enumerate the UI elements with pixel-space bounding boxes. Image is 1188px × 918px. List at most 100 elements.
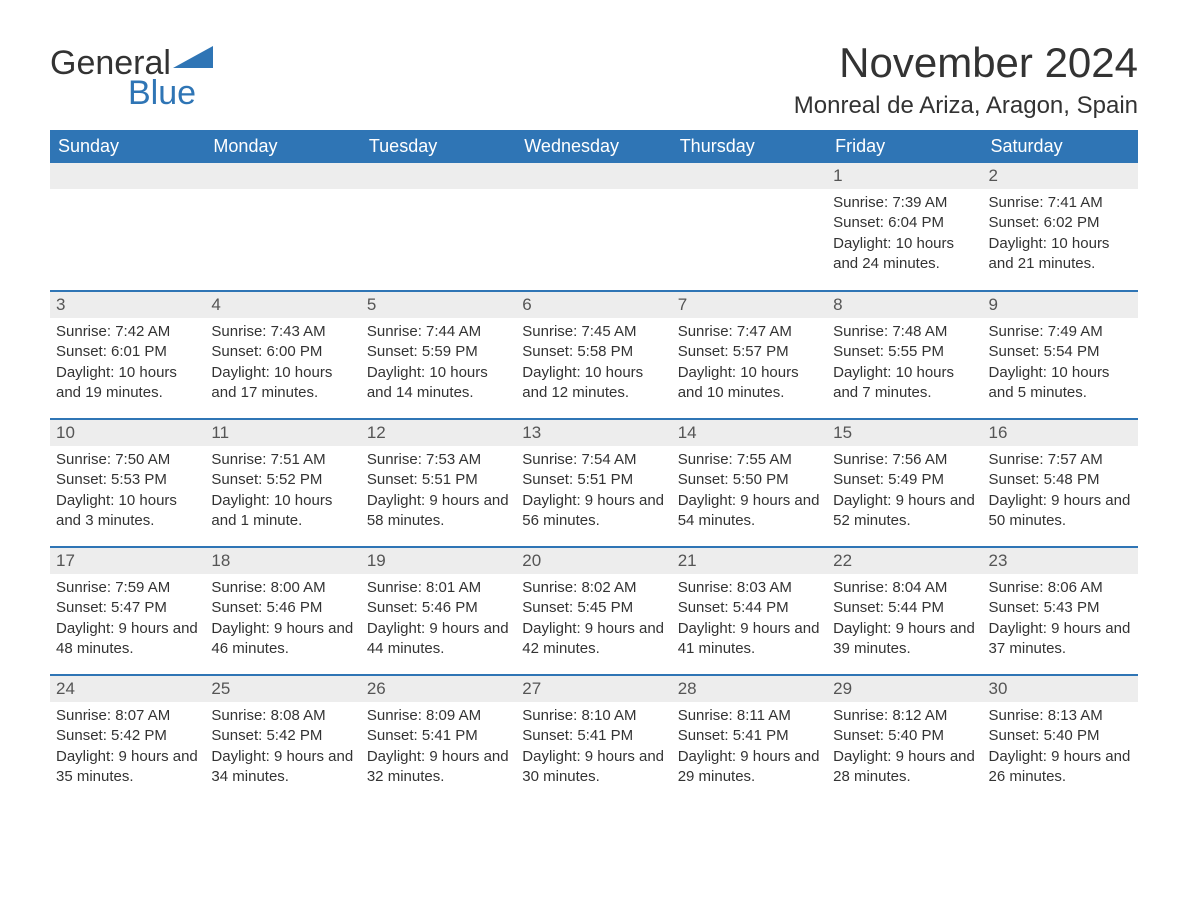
- weekday-header: Saturday: [983, 130, 1138, 163]
- sunrise-label: Sunrise:: [522, 323, 581, 340]
- calendar-cell: 18Sunrise: 8:00 AMSunset: 5:46 PMDayligh…: [205, 547, 360, 675]
- sunset-line: Sunset: 5:51 PM: [522, 470, 665, 490]
- daylight-line: Daylight: 9 hours and 56 minutes.: [522, 491, 665, 532]
- sunset-value: 5:47 PM: [111, 599, 167, 616]
- daylight-line: Daylight: 9 hours and 46 minutes.: [211, 619, 354, 660]
- sunset-line: Sunset: 5:54 PM: [989, 342, 1132, 362]
- weekday-header: Wednesday: [516, 130, 671, 163]
- sunset-line: Sunset: 5:45 PM: [522, 598, 665, 618]
- daylight-label: Daylight:: [367, 364, 430, 381]
- sunset-line: Sunset: 5:58 PM: [522, 342, 665, 362]
- daylight-line: Daylight: 10 hours and 24 minutes.: [833, 234, 976, 275]
- sunrise-label: Sunrise:: [833, 579, 892, 596]
- day-info: Sunrise: 7:43 AMSunset: 6:00 PMDaylight:…: [205, 318, 360, 411]
- day-info: Sunrise: 7:47 AMSunset: 5:57 PMDaylight:…: [672, 318, 827, 411]
- calendar-cell: [50, 163, 205, 291]
- sunset-label: Sunset:: [989, 343, 1044, 360]
- sunset-label: Sunset:: [678, 727, 733, 744]
- day-info: Sunrise: 7:44 AMSunset: 5:59 PMDaylight:…: [361, 318, 516, 411]
- sunrise-line: Sunrise: 7:55 AM: [678, 450, 821, 470]
- sunset-value: 5:51 PM: [577, 471, 633, 488]
- day-number: 30: [983, 676, 1138, 702]
- sunrise-label: Sunrise:: [367, 579, 426, 596]
- sunset-value: 6:00 PM: [266, 343, 322, 360]
- sunset-value: 5:44 PM: [888, 599, 944, 616]
- day-number: 28: [672, 676, 827, 702]
- sunset-label: Sunset:: [833, 727, 888, 744]
- sunset-value: 5:52 PM: [266, 471, 322, 488]
- sunrise-value: 8:10 AM: [581, 707, 636, 724]
- calendar-cell: 8Sunrise: 7:48 AMSunset: 5:55 PMDaylight…: [827, 291, 982, 419]
- day-info: Sunrise: 7:49 AMSunset: 5:54 PMDaylight:…: [983, 318, 1138, 411]
- daylight-line: Daylight: 10 hours and 12 minutes.: [522, 363, 665, 404]
- sunset-line: Sunset: 5:53 PM: [56, 470, 199, 490]
- sunset-value: 5:43 PM: [1044, 599, 1100, 616]
- sunset-value: 5:54 PM: [1044, 343, 1100, 360]
- sunset-label: Sunset:: [522, 599, 577, 616]
- sunset-value: 5:49 PM: [888, 471, 944, 488]
- sunrise-value: 8:03 AM: [737, 579, 792, 596]
- sunset-label: Sunset:: [522, 343, 577, 360]
- sunrise-line: Sunrise: 8:11 AM: [678, 706, 821, 726]
- calendar-cell: 23Sunrise: 8:06 AMSunset: 5:43 PMDayligh…: [983, 547, 1138, 675]
- sunset-label: Sunset:: [367, 471, 422, 488]
- daylight-label: Daylight:: [833, 235, 896, 252]
- day-info: Sunrise: 8:13 AMSunset: 5:40 PMDaylight:…: [983, 702, 1138, 795]
- calendar-cell: 20Sunrise: 8:02 AMSunset: 5:45 PMDayligh…: [516, 547, 671, 675]
- sunrise-label: Sunrise:: [367, 323, 426, 340]
- sunrise-value: 8:07 AM: [115, 707, 170, 724]
- logo-word-blue: Blue: [128, 76, 213, 110]
- sunrise-value: 7:44 AM: [426, 323, 481, 340]
- sunrise-value: 8:13 AM: [1048, 707, 1103, 724]
- sunset-label: Sunset:: [211, 471, 266, 488]
- day-number: 22: [827, 548, 982, 574]
- sunset-label: Sunset:: [56, 599, 111, 616]
- day-number: 29: [827, 676, 982, 702]
- calendar-row: 17Sunrise: 7:59 AMSunset: 5:47 PMDayligh…: [50, 547, 1138, 675]
- day-number: 14: [672, 420, 827, 446]
- calendar-cell: [516, 163, 671, 291]
- sunset-label: Sunset:: [678, 599, 733, 616]
- sunset-label: Sunset:: [522, 727, 577, 744]
- sunrise-value: 7:50 AM: [115, 451, 170, 468]
- title-block: November 2024 Monreal de Ariza, Aragon, …: [794, 40, 1138, 120]
- sunrise-line: Sunrise: 7:56 AM: [833, 450, 976, 470]
- sunset-label: Sunset:: [367, 343, 422, 360]
- calendar-cell: 4Sunrise: 7:43 AMSunset: 6:00 PMDaylight…: [205, 291, 360, 419]
- sunrise-label: Sunrise:: [678, 451, 737, 468]
- calendar-cell: 16Sunrise: 7:57 AMSunset: 5:48 PMDayligh…: [983, 419, 1138, 547]
- sunrise-label: Sunrise:: [56, 323, 115, 340]
- sunrise-label: Sunrise:: [56, 451, 115, 468]
- day-number: 7: [672, 292, 827, 318]
- sunrise-line: Sunrise: 8:04 AM: [833, 578, 976, 598]
- sunset-line: Sunset: 5:43 PM: [989, 598, 1132, 618]
- sunset-label: Sunset:: [833, 343, 888, 360]
- calendar-header: SundayMondayTuesdayWednesdayThursdayFrid…: [50, 130, 1138, 163]
- day-number: 26: [361, 676, 516, 702]
- day-number: 23: [983, 548, 1138, 574]
- daylight-label: Daylight:: [989, 748, 1052, 765]
- sunrise-value: 7:53 AM: [426, 451, 481, 468]
- sunrise-value: 8:09 AM: [426, 707, 481, 724]
- calendar-cell: 1Sunrise: 7:39 AMSunset: 6:04 PMDaylight…: [827, 163, 982, 291]
- sunset-line: Sunset: 5:46 PM: [211, 598, 354, 618]
- calendar-cell: 21Sunrise: 8:03 AMSunset: 5:44 PMDayligh…: [672, 547, 827, 675]
- sunrise-line: Sunrise: 7:41 AM: [989, 193, 1132, 213]
- day-info: Sunrise: 7:57 AMSunset: 5:48 PMDaylight:…: [983, 446, 1138, 539]
- sunrise-line: Sunrise: 8:12 AM: [833, 706, 976, 726]
- sunset-line: Sunset: 5:44 PM: [678, 598, 821, 618]
- day-number: 9: [983, 292, 1138, 318]
- sunrise-line: Sunrise: 8:01 AM: [367, 578, 510, 598]
- sunset-value: 5:44 PM: [733, 599, 789, 616]
- day-number: 12: [361, 420, 516, 446]
- sunset-label: Sunset:: [989, 727, 1044, 744]
- day-number: 13: [516, 420, 671, 446]
- daylight-label: Daylight:: [989, 364, 1052, 381]
- daylight-line: Daylight: 9 hours and 48 minutes.: [56, 619, 199, 660]
- sunset-label: Sunset:: [833, 599, 888, 616]
- daylight-label: Daylight:: [367, 492, 430, 509]
- sunset-line: Sunset: 5:57 PM: [678, 342, 821, 362]
- sunrise-line: Sunrise: 7:53 AM: [367, 450, 510, 470]
- day-info: Sunrise: 7:50 AMSunset: 5:53 PMDaylight:…: [50, 446, 205, 539]
- calendar-cell: 28Sunrise: 8:11 AMSunset: 5:41 PMDayligh…: [672, 675, 827, 803]
